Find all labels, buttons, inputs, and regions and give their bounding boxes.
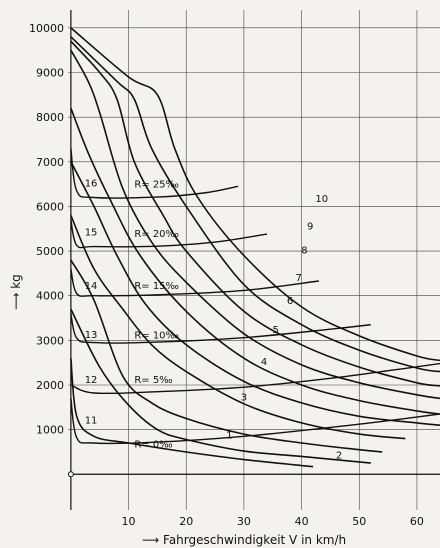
y-tick-label: 8000	[36, 111, 64, 124]
traction-curve	[70, 259, 383, 453]
x-tick-label: 10	[122, 515, 136, 528]
axes	[67, 10, 440, 510]
traction-curve	[70, 308, 371, 464]
traction-curve-label: 7	[296, 273, 302, 284]
traction-curve-label: 1	[226, 431, 232, 442]
resistance-line-label: 11	[85, 415, 98, 426]
y-tick-label: 3000	[36, 334, 64, 347]
resistance-line	[70, 268, 319, 297]
traction-curve	[70, 49, 440, 400]
resistance-line	[70, 219, 268, 249]
y-axis-arrow-icon: ⟶	[9, 289, 23, 310]
x-tick-label: 30	[237, 515, 251, 528]
resistance-line	[70, 313, 371, 344]
traction-curve	[70, 215, 406, 440]
grade-label: R= 0‰	[134, 440, 172, 451]
x-tick-label: 40	[295, 515, 309, 528]
y-tick-label: 1000	[36, 424, 64, 437]
origin-marker	[67, 471, 74, 478]
y-axis-title: ⟶ kg	[9, 274, 23, 310]
y-tick-label: 7000	[36, 156, 64, 169]
y-tick-label: 2000	[36, 379, 64, 392]
y-tick-label: 10000	[29, 22, 64, 35]
traction-curve-label: 6	[287, 296, 293, 307]
x-axis-label-text: Fahrgeschwindigkeit V in km/h	[163, 533, 346, 547]
resistance-line-label: 14	[85, 281, 98, 292]
resistance-line	[70, 362, 440, 395]
traction-curve	[70, 40, 440, 387]
traction-curve-label: 5	[272, 325, 278, 336]
traction-curve-label: 3	[241, 393, 247, 404]
grade-label: R= 10‰	[134, 331, 179, 342]
traction-curve-label: 2	[336, 451, 342, 462]
grade-label: R= 5‰	[134, 375, 172, 386]
x-tick-label: 60	[410, 515, 424, 528]
y-tick-label: 6000	[36, 200, 64, 213]
y-axis-label: ⟶ kg	[9, 274, 23, 310]
traction-curve-label: 9	[307, 222, 313, 233]
resistance-line	[70, 148, 239, 199]
y-axis-label-text: kg	[9, 274, 23, 289]
traction-curve	[70, 107, 440, 415]
grade-label: R= 20‰	[134, 229, 179, 240]
y-tick-label: 9000	[36, 67, 64, 80]
resistance-line-label: 12	[85, 375, 98, 386]
resistance-line-label: 13	[85, 330, 98, 341]
traction-curve	[70, 27, 440, 362]
traction-curve-label: 8	[301, 245, 307, 256]
resistance-line-label: 15	[85, 227, 98, 238]
traction-curve-label: 10	[315, 194, 328, 205]
x-axis-label: ⟶ Fahrgeschwindigkeit V in km/h	[142, 533, 346, 547]
traction-curve-label: 4	[261, 357, 267, 368]
y-tick-label: 5000	[36, 245, 64, 258]
y-tick-label: 4000	[36, 290, 64, 303]
tick-labels: 10 20 30 40 50 60 1000 2000 3000 4000 5000 6000 7000…	[29, 22, 424, 528]
resistance-lines	[70, 148, 440, 445]
x-axis-arrow-icon: ⟶	[142, 533, 163, 547]
x-tick-label: 20	[179, 515, 193, 528]
grade-label: R= 15‰	[134, 281, 179, 292]
x-tick-label: 50	[352, 515, 366, 528]
resistance-line	[70, 398, 440, 445]
resistance-line-label: 16	[85, 178, 98, 189]
grade-label: R= 25‰	[134, 180, 179, 191]
